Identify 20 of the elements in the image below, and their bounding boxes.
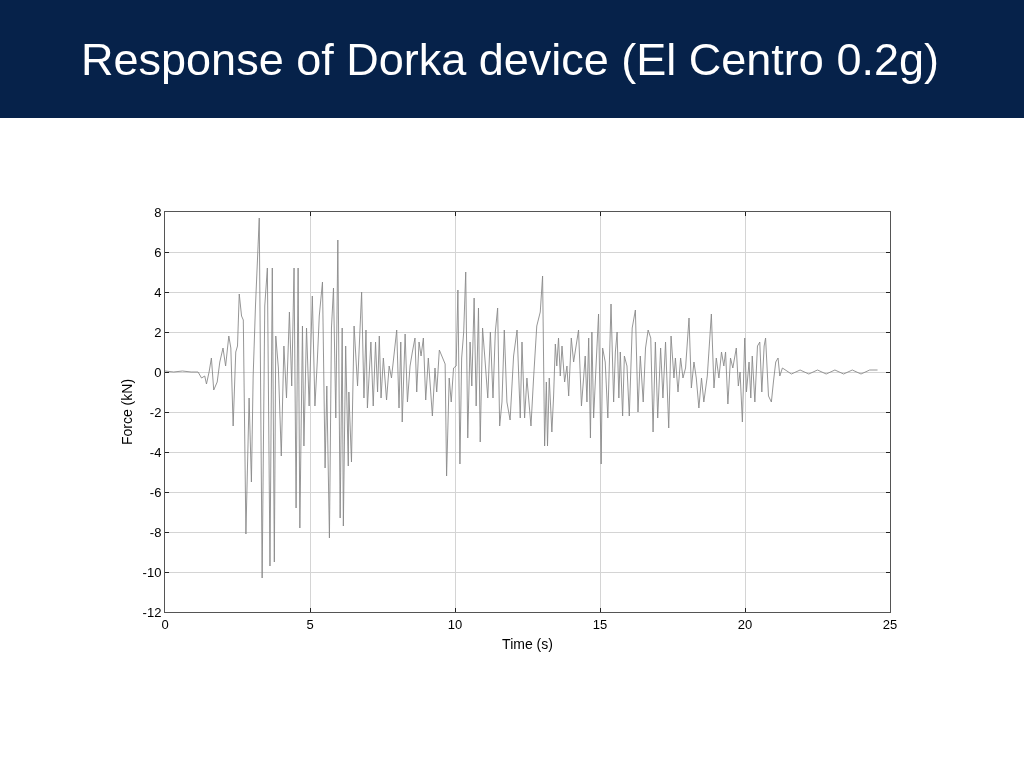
x-axis-title: Time (s) [502,635,553,652]
y-tick-label: -10 [142,564,162,580]
x-tick-label: 15 [592,616,608,632]
line-series [165,217,878,579]
y-tick-label: 0 [154,364,162,380]
y-tick-label: 2 [154,324,162,340]
y-axis-title: Force (kN) [119,378,136,446]
y-tick-label: -4 [149,444,162,460]
y-tick-label: 8 [154,204,162,220]
x-tick-label: 25 [882,616,898,632]
x-tick-label: 5 [306,616,314,632]
y-tick-label: -12 [142,604,162,620]
y-tick-label: -2 [149,404,162,420]
chart-title: Response of Dorka device (El Centro 0.2g) [81,33,939,85]
x-tick-label: 20 [737,616,753,632]
y-tick-label: -8 [149,524,162,540]
x-tick-label: 10 [447,616,463,632]
y-tick-label: 6 [154,244,162,260]
y-tick-label: 4 [154,284,162,300]
y-tick-label: -6 [149,484,162,500]
